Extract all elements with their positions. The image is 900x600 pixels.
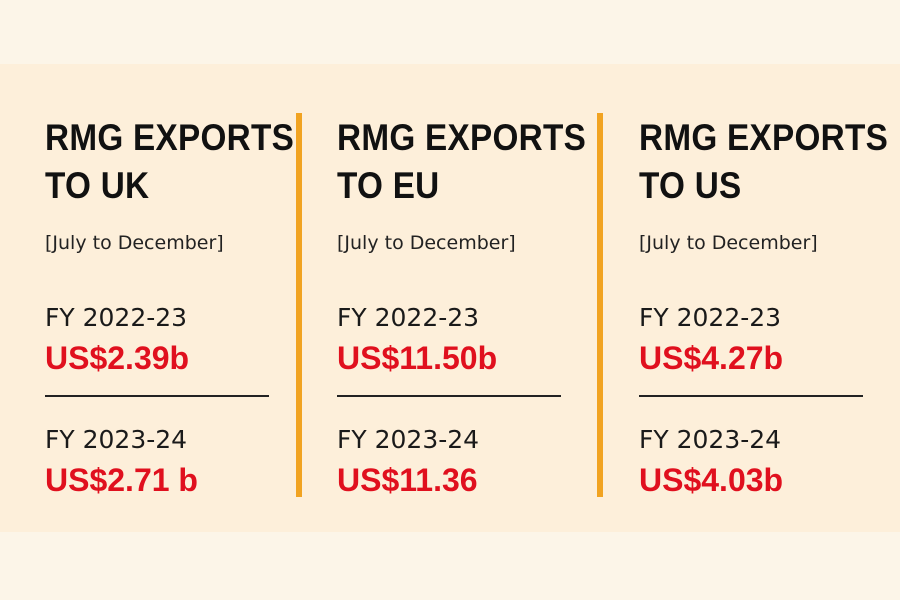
eu-fy-2023-24-label: FY 2023-24 <box>337 425 480 454</box>
eu-period-label: [July to December] <box>337 232 516 254</box>
eu-exports-title: RMG EXPORTS TO EU <box>337 114 586 210</box>
uk-period-label: [July to December] <box>45 232 224 254</box>
exports-panel: RMG EXPORTS TO UK [July to December] FY 2… <box>0 64 900 532</box>
us-exports-title: RMG EXPORTS TO US <box>639 114 888 210</box>
us-row-divider <box>639 395 863 397</box>
us-title-line-2: TO US <box>639 165 742 206</box>
uk-fy-2022-23-label: FY 2022-23 <box>45 303 188 332</box>
eu-fy-2023-24-value: US$11.36 <box>337 462 478 498</box>
uk-title-line-2: TO UK <box>45 165 150 206</box>
uk-exports-title: RMG EXPORTS TO UK <box>45 114 294 210</box>
uk-row-divider <box>45 395 269 397</box>
eu-fy-2022-23-value: US$11.50b <box>337 340 498 376</box>
us-fy-2023-24-value: US$4.03b <box>639 462 784 498</box>
us-title-line-1: RMG EXPORTS <box>639 117 889 158</box>
eu-title-line-1: RMG EXPORTS <box>337 117 587 158</box>
eu-fy-2022-23-label: FY 2022-23 <box>337 303 480 332</box>
us-fy-2022-23-value: US$4.27b <box>639 340 784 376</box>
us-fy-2023-24-label: FY 2023-24 <box>639 425 782 454</box>
us-fy-2022-23-label: FY 2022-23 <box>639 303 782 332</box>
eu-title-line-2: TO EU <box>337 165 440 206</box>
uk-title-line-1: RMG EXPORTS <box>45 117 295 158</box>
column-separator-2 <box>597 113 603 497</box>
eu-row-divider <box>337 395 561 397</box>
uk-fy-2022-23-value: US$2.39b <box>45 340 190 376</box>
column-separator-1 <box>296 113 302 497</box>
uk-fy-2023-24-label: FY 2023-24 <box>45 425 188 454</box>
us-period-label: [July to December] <box>639 232 818 254</box>
uk-fy-2023-24-value: US$2.71 b <box>45 462 198 498</box>
